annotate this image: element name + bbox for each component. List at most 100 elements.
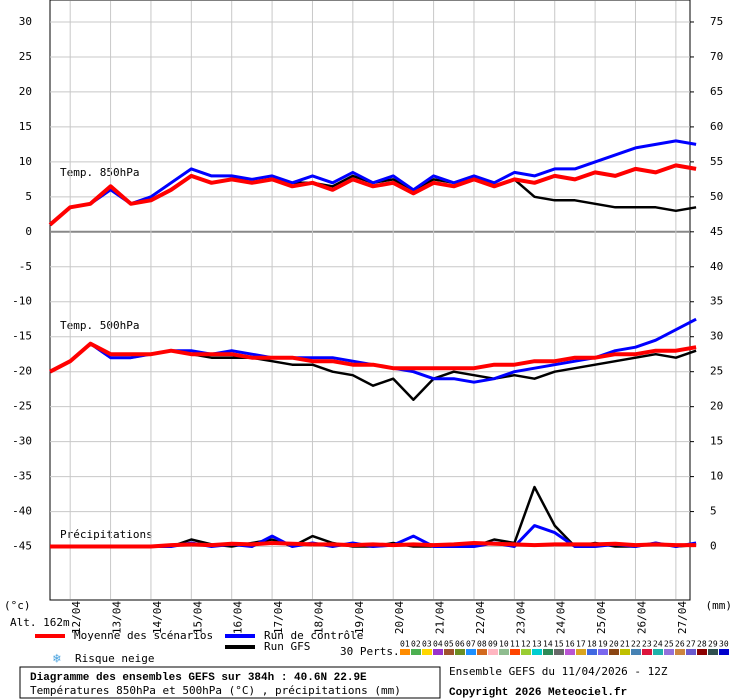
legend-label: Moyenne des scénarios [74, 629, 213, 642]
pert-label: 01 [400, 640, 410, 649]
x-tick-label: 25/04 [595, 601, 608, 634]
y-tick-label: -45 [12, 540, 32, 553]
y2-unit: (mm) [706, 599, 733, 612]
pert-swatch [642, 649, 652, 655]
y-tick-label: 10 [19, 155, 32, 168]
pert-swatch [433, 649, 443, 655]
y-tick-label: -10 [12, 295, 32, 308]
pert-swatch [609, 649, 619, 655]
pert-label: 13 [532, 640, 542, 649]
pert-swatch [719, 649, 729, 655]
y-tick-label: -5 [19, 260, 32, 273]
altitude: Alt. 162m [10, 616, 70, 629]
pert-label: 25 [664, 640, 674, 649]
pert-label: 30 [719, 640, 729, 649]
pert-label: 18 [587, 640, 597, 649]
y-tick-label: -35 [12, 470, 32, 483]
x-tick-label: 16/04 [232, 601, 245, 634]
title: Diagramme des ensembles GEFS sur 384h : … [30, 672, 367, 684]
snow-label: Risque neige [75, 652, 154, 665]
plot-frame [49, 0, 691, 601]
pert-swatch [499, 649, 509, 655]
copyright: Copyright 2026 Meteociel.fr [449, 687, 627, 699]
legend-label: Run GFS [264, 640, 310, 653]
y2-tick-label: 65 [710, 85, 723, 98]
pert-label: 27 [686, 640, 696, 649]
y-tick-label: 0 [25, 225, 32, 238]
pert-swatch [653, 649, 663, 655]
pert-label: 21 [620, 640, 630, 649]
pert-swatch [587, 649, 597, 655]
pert-swatch [444, 649, 454, 655]
y2-tick-label: 40 [710, 260, 723, 273]
pert-label: 19 [598, 640, 608, 649]
y-tick-label: -20 [12, 365, 32, 378]
pert-label: 10 [499, 640, 509, 649]
series-line [48, 163, 697, 227]
y-tick-label: -25 [12, 400, 32, 413]
pert-swatch [631, 649, 641, 655]
pert-swatch [411, 649, 421, 655]
x-tick-label: 18/04 [312, 601, 325, 634]
pert-swatch [488, 649, 498, 655]
pert-label: 03 [422, 640, 432, 649]
pert-label: 05 [444, 640, 454, 649]
pert-swatch [400, 649, 410, 655]
x-tick-label: 22/04 [474, 601, 487, 634]
y2-tick-label: 25 [710, 365, 723, 378]
pert-label: 23 [642, 640, 652, 649]
x-tick-label: 20/04 [393, 601, 406, 634]
y-tick-label: -15 [12, 330, 32, 343]
x-tick-label: 27/04 [676, 601, 689, 634]
pert-label: 26 [675, 640, 685, 649]
panel-label: Temp. 500hPa [60, 319, 139, 332]
pert-label: 15 [554, 640, 564, 649]
x-tick-label: 15/04 [191, 601, 204, 634]
y-tick-label: -30 [12, 435, 32, 448]
pert-swatch [477, 649, 487, 655]
series-line [50, 541, 697, 549]
pert-swatch [543, 649, 553, 655]
pert-label: 24 [653, 640, 663, 649]
y-tick-label: 30 [19, 15, 32, 28]
x-tick-label: 24/04 [555, 601, 568, 634]
panel-label: Précipitations [60, 528, 153, 541]
pert-label: 07 [466, 640, 476, 649]
pert-label: 22 [631, 640, 641, 649]
perts-label: 30 Perts. [340, 645, 400, 658]
y-unit: (°c) [4, 599, 31, 612]
pert-label: 04 [433, 640, 443, 649]
series-line [49, 139, 697, 226]
pert-swatch [598, 649, 608, 655]
legend-label: Run de contrôle [264, 629, 363, 642]
y-tick-label: 15 [19, 120, 32, 133]
pert-swatch [466, 649, 476, 655]
pert-label: 17 [576, 640, 586, 649]
y2-tick-label: 10 [710, 470, 723, 483]
y2-tick-label: 60 [710, 120, 723, 133]
x-tick-label: 17/04 [272, 601, 285, 634]
x-tick-label: 23/04 [514, 601, 527, 634]
pert-swatch [697, 649, 707, 655]
pert-label: 12 [521, 640, 531, 649]
pert-label: 11 [510, 640, 520, 649]
pert-swatch [554, 649, 564, 655]
pert-label: 28 [697, 640, 707, 649]
y2-tick-label: 70 [710, 50, 723, 63]
pert-label: 08 [477, 640, 487, 649]
y-tick-label: -40 [12, 505, 32, 518]
pert-label: 16 [565, 640, 575, 649]
pert-swatch [422, 649, 432, 655]
y2-tick-label: 30 [710, 330, 723, 343]
pert-swatch [576, 649, 586, 655]
pert-swatch [521, 649, 531, 655]
panel-label: Temp. 850hPa [60, 166, 139, 179]
y2-tick-label: 20 [710, 400, 723, 413]
y2-tick-label: 0 [710, 540, 717, 553]
pert-swatch [510, 649, 520, 655]
pert-label: 29 [708, 640, 718, 649]
x-tick-label: 26/04 [635, 601, 648, 634]
y2-tick-label: 5 [710, 505, 717, 518]
pert-label: 20 [609, 640, 619, 649]
